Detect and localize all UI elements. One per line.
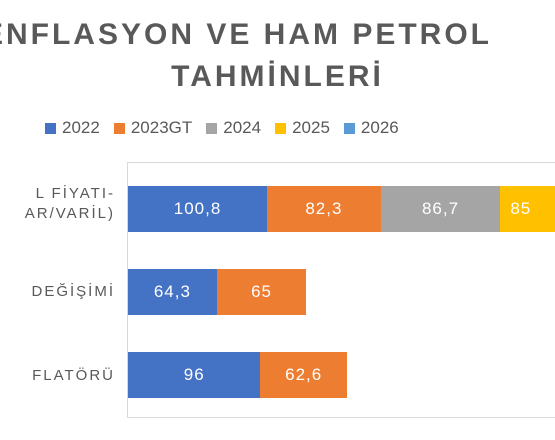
legend-item-2025: 2025	[275, 118, 330, 138]
data-label-2023gt-0: 82,3	[305, 199, 343, 218]
category-label-change-line1: DEĞİŞİMİ	[31, 283, 115, 300]
category-label-oil-price-line1: L FİYATI-	[35, 185, 115, 202]
bar-segment-2023gt-2: 62,6	[260, 352, 347, 398]
bar-segment-2023gt-0: 82,3	[267, 186, 381, 232]
chart-title-line2: TAHMİNLERİ	[171, 60, 384, 93]
data-label-2022-1: 64,3	[153, 282, 191, 301]
legend-label-2023gt: 2023GT	[130, 118, 193, 137]
data-label-2022-0: 100,8	[173, 199, 222, 218]
legend-swatch-2026	[343, 122, 355, 134]
legend-label-2022: 2022	[62, 118, 100, 137]
legend-item-2024: 2024	[206, 118, 261, 138]
chart-title-line1: ENFLASYON VE HAM PETROL	[0, 18, 493, 51]
data-label-2025-0: 85	[510, 199, 532, 218]
legend-label-2025: 2025	[292, 118, 330, 137]
bar-segment-2022-0: 100,8	[128, 186, 268, 232]
category-label-deflator-line1: FLATÖRÜ	[32, 367, 115, 384]
legend-label-2024: 2024	[223, 118, 262, 137]
data-label-2023gt-1: 65	[251, 282, 273, 301]
legend-item-2022: 2022	[45, 118, 100, 138]
bar-segment-2025-0: 85	[500, 186, 555, 232]
category-label-oil-price-line2: AR/VARİL)	[24, 205, 115, 222]
bar-segment-2024-0: 86,7	[380, 186, 501, 232]
data-label-2024-0: 86,7	[421, 199, 460, 218]
legend-swatch-2023gt	[113, 122, 125, 134]
legend-label-2026: 2026	[360, 118, 399, 137]
bar-segment-2022-2: 96	[128, 352, 261, 398]
legend-swatch-2025	[275, 122, 287, 134]
legend-item-2023gt: 2023GT	[113, 118, 193, 138]
legend-item-2026: 2026	[343, 118, 399, 138]
bar-segment-2023gt-1: 65	[216, 269, 307, 315]
category-label-deflator: FLATÖRÜ	[32, 366, 115, 386]
chart-legend: 2022 2023GT 2024 2025 2026	[45, 118, 399, 138]
plot-area	[127, 162, 555, 418]
data-label-2022-2: 96	[183, 365, 205, 384]
category-label-oil-price: L FİYATI- AR/VARİL)	[25, 184, 115, 224]
data-label-2023gt-2: 62,6	[285, 365, 323, 384]
category-label-change: DEĞİŞİMİ	[31, 282, 115, 302]
bar-segment-2022-1: 64,3	[128, 269, 217, 315]
legend-swatch-2024	[206, 122, 218, 134]
legend-swatch-2022	[45, 122, 56, 134]
